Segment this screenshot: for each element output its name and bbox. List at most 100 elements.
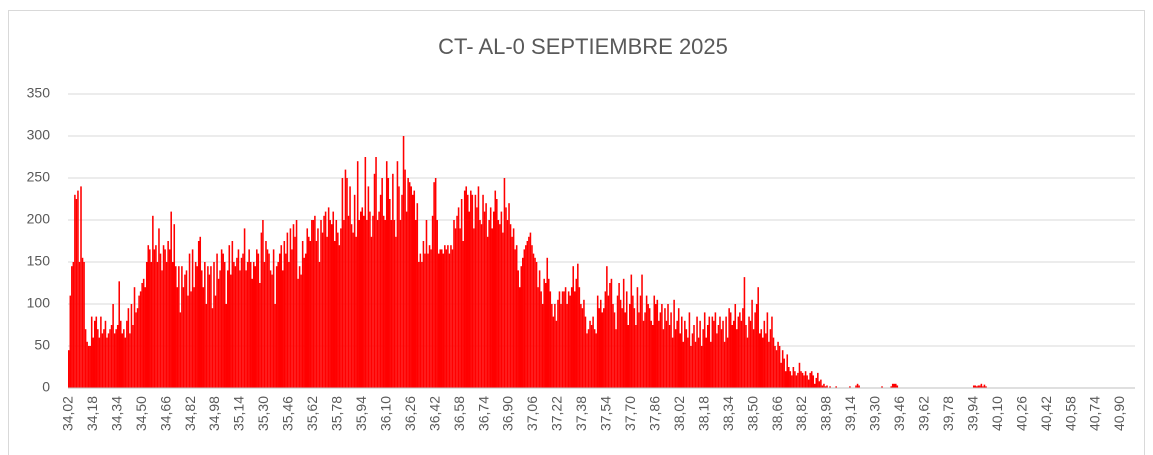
- bar: [979, 385, 981, 388]
- bar: [69, 295, 72, 388]
- bar: [555, 320, 558, 388]
- x-tick-label: 34,34: [108, 396, 124, 431]
- bar: [577, 263, 579, 388]
- bar: [670, 312, 672, 388]
- bar: [723, 341, 726, 388]
- bar: [110, 325, 113, 388]
- bar: [350, 224, 353, 388]
- bar: [297, 278, 299, 388]
- bar: [766, 312, 769, 388]
- x-tick-label: 34,82: [182, 396, 198, 431]
- bar: [346, 178, 348, 388]
- bar: [248, 249, 250, 388]
- bar: [564, 287, 567, 388]
- bar: [282, 270, 284, 388]
- bar: [84, 329, 87, 388]
- bar: [393, 220, 396, 388]
- bar: [295, 220, 298, 388]
- bar: [466, 194, 469, 388]
- bar: [687, 337, 689, 388]
- bar: [277, 262, 279, 388]
- bar: [980, 383, 983, 388]
- y-tick-label: 300: [27, 127, 51, 143]
- bar: [720, 329, 723, 388]
- bar: [150, 262, 153, 388]
- bar: [517, 270, 519, 388]
- bar: [627, 325, 630, 388]
- bar: [512, 228, 515, 388]
- bar: [149, 249, 151, 388]
- bar: [387, 178, 390, 388]
- bar: [421, 262, 423, 388]
- bar: [671, 337, 674, 388]
- bar: [682, 341, 685, 388]
- bar: [315, 241, 318, 388]
- bar: [485, 203, 487, 388]
- bar: [233, 262, 235, 388]
- bar: [630, 274, 633, 388]
- bar: [138, 295, 140, 388]
- bar: [164, 249, 166, 388]
- bar: [572, 266, 575, 388]
- x-tick-label: 37,06: [524, 396, 540, 431]
- bar: [725, 316, 727, 388]
- bar: [522, 257, 524, 388]
- bar: [494, 190, 497, 388]
- bar: [673, 299, 675, 388]
- y-tick-label: 200: [27, 211, 51, 227]
- bar: [506, 220, 509, 388]
- bar: [598, 308, 601, 388]
- bar: [196, 266, 198, 388]
- x-tick-label: 40,26: [1013, 396, 1029, 431]
- bar: [433, 182, 435, 388]
- bar: [439, 249, 442, 388]
- bar: [320, 220, 322, 388]
- bar: [208, 274, 211, 388]
- bar: [81, 257, 84, 388]
- bar: [369, 211, 371, 388]
- bar: [119, 320, 122, 388]
- bar: [708, 316, 711, 388]
- bar: [194, 262, 197, 388]
- bar: [309, 241, 312, 388]
- bar: [674, 329, 677, 388]
- bar: [259, 283, 261, 388]
- bar: [815, 377, 818, 388]
- bar: [242, 253, 244, 388]
- x-tick-label: 36,58: [451, 396, 467, 431]
- bar: [89, 346, 91, 388]
- bar: [130, 304, 133, 388]
- bar: [575, 278, 578, 388]
- x-tick-label: 40,90: [1111, 396, 1127, 431]
- bar: [881, 386, 883, 388]
- bar: [306, 228, 309, 388]
- bar: [185, 270, 188, 388]
- bar: [335, 220, 338, 388]
- bar: [557, 299, 559, 388]
- bar: [165, 262, 168, 388]
- bar: [156, 262, 159, 388]
- bar: [690, 346, 692, 388]
- bar: [173, 224, 176, 388]
- bar: [153, 249, 156, 388]
- bar: [101, 333, 104, 388]
- bar: [266, 249, 269, 388]
- bar: [629, 304, 631, 388]
- bar: [285, 253, 287, 388]
- bar: [817, 372, 819, 388]
- bar: [606, 266, 608, 388]
- bar: [413, 190, 416, 388]
- bar: [269, 270, 272, 388]
- bar: [392, 173, 394, 388]
- bar: [647, 304, 649, 388]
- bar: [677, 308, 680, 388]
- bar: [731, 325, 733, 388]
- bar: [560, 304, 562, 388]
- bar: [584, 316, 587, 388]
- bar: [699, 320, 701, 388]
- bar: [448, 253, 451, 388]
- bar: [171, 262, 174, 388]
- bar: [404, 169, 406, 388]
- bar: [307, 236, 310, 388]
- bar: [711, 316, 714, 388]
